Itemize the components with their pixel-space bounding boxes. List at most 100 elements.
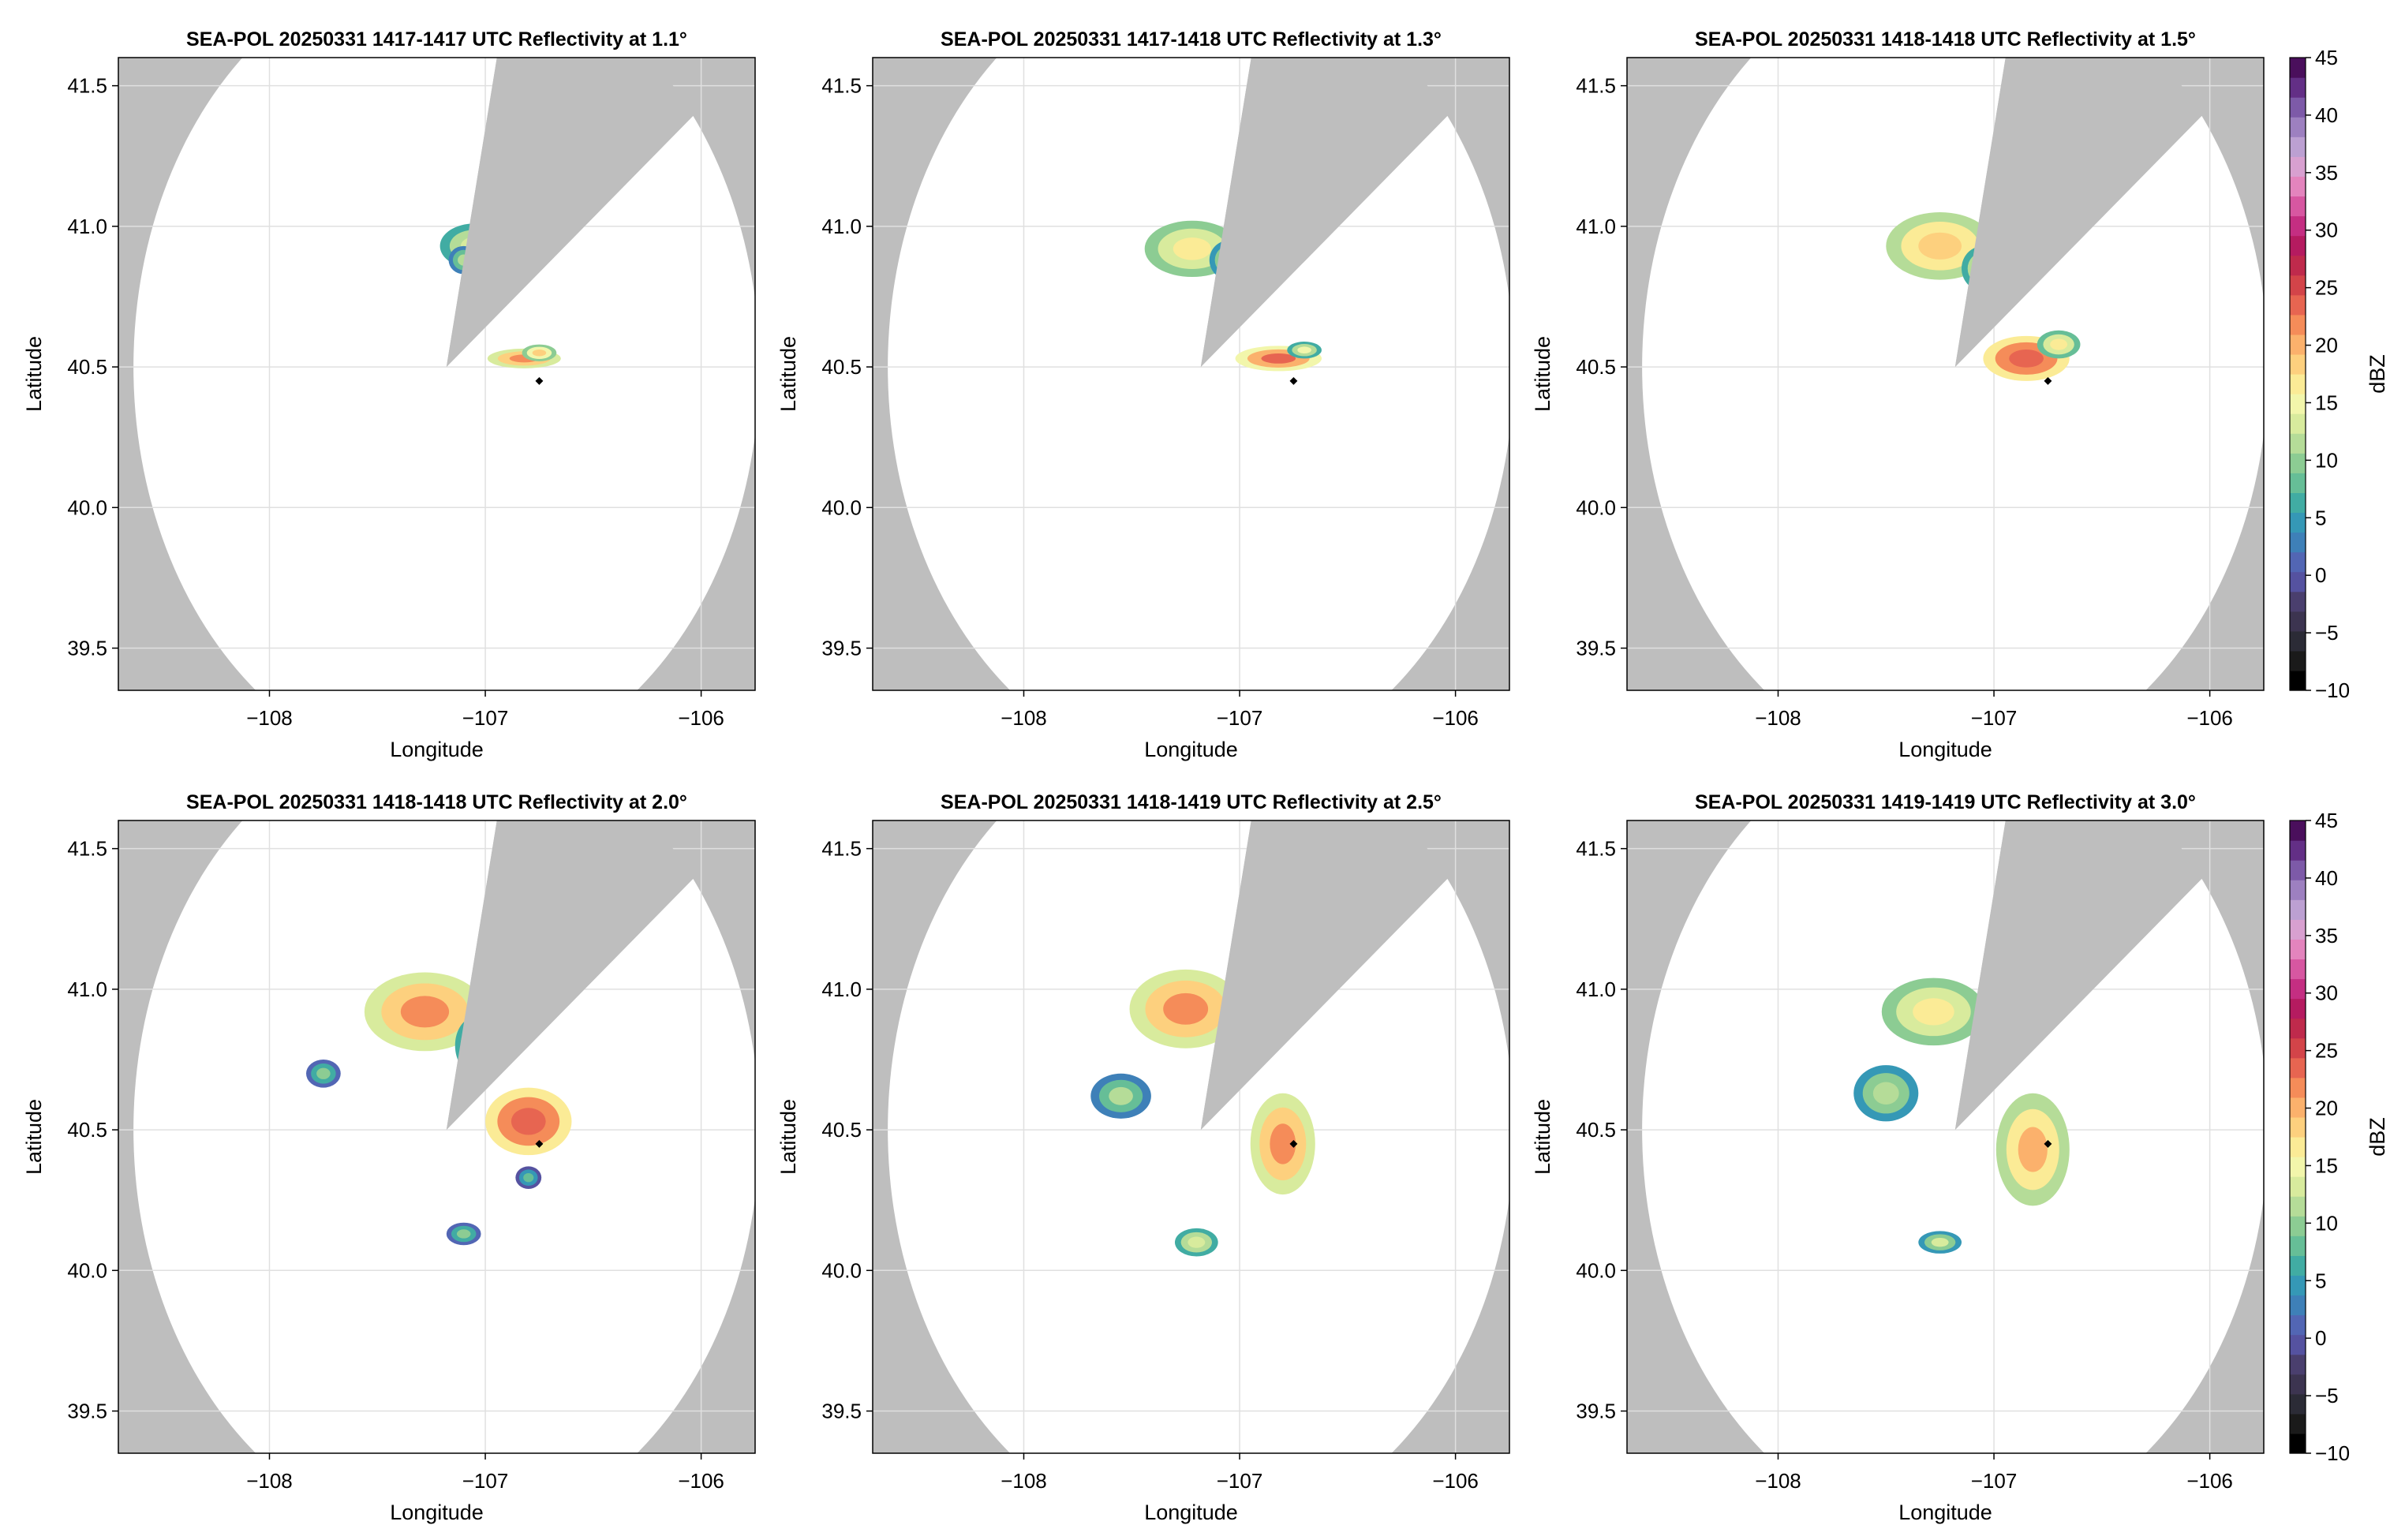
colorbar-frame xyxy=(2289,820,2306,1454)
y-tick-label: 40.0 xyxy=(821,1258,862,1282)
colorbar-segment xyxy=(2290,919,2306,940)
echo-cells xyxy=(1853,977,2070,1254)
colorbar-segment xyxy=(2290,1057,2306,1078)
echo-cell-core xyxy=(1913,998,1954,1026)
y-axis-label: Latitude xyxy=(776,1099,800,1175)
colorbar-segment xyxy=(2290,512,2306,533)
colorbar-segment xyxy=(2290,374,2306,394)
echo-cell-core xyxy=(2009,349,2044,368)
colorbar-tick-label: 5 xyxy=(2315,1269,2326,1292)
panel-5: −108 −107 −106 39.5 40.0 40.5 41.0 41.5 SEA-POL … xyxy=(776,791,1510,1524)
plot-frame xyxy=(118,57,756,691)
colorbar-1: −10 −5 0 5 10 15 20 25 30 35 40 45 dBZ xyxy=(2289,46,2389,702)
colorbar-segment xyxy=(2290,532,2306,553)
colorbar-segment xyxy=(2290,1255,2306,1276)
echo-cell-core xyxy=(532,349,547,357)
y-tick-label: 41.5 xyxy=(67,74,107,98)
x-axis-label: Longitude xyxy=(1898,1501,1992,1524)
colorbar-segment xyxy=(2290,294,2306,316)
panel-title: SEA-POL 20250331 1418-1418 UTC Reflectiv… xyxy=(186,791,687,813)
x-tick-label: −106 xyxy=(678,1469,724,1493)
echo-cell-core xyxy=(2018,1127,2048,1172)
colorbar-segment xyxy=(2290,1116,2306,1138)
radar-coverage xyxy=(133,820,755,1453)
colorbar-segment xyxy=(2290,1433,2306,1454)
echo-cell-core xyxy=(1918,232,1962,260)
y-tick-label: 40.0 xyxy=(1576,495,1616,519)
colorbar-segment xyxy=(2290,670,2306,691)
plot-frame xyxy=(1626,57,2265,691)
x-axis-label: Longitude xyxy=(390,738,484,761)
blocked-sector xyxy=(1954,820,2202,1131)
colorbar-tick-label: 0 xyxy=(2315,1326,2326,1350)
colorbar-segment xyxy=(2290,97,2306,118)
colorbar-tick-label: −10 xyxy=(2315,678,2350,702)
y-axis-label: Latitude xyxy=(22,1099,46,1175)
colorbar-frame xyxy=(2289,57,2306,691)
colorbar-segment xyxy=(2290,1413,2306,1434)
echo-cell-core xyxy=(1109,1086,1133,1105)
colorbar-segment xyxy=(2290,1037,2306,1059)
colorbar-tick-label: 40 xyxy=(2315,103,2338,127)
x-tick-label: −107 xyxy=(1217,706,1263,730)
x-tick-label: −106 xyxy=(1432,1469,1479,1493)
y-tick-label: 39.5 xyxy=(1576,637,1616,660)
colorbar-tick-label: 20 xyxy=(2315,334,2338,357)
grid xyxy=(1627,58,2264,690)
x-tick-label: −107 xyxy=(1971,1469,2018,1493)
colorbar-tick-label: 35 xyxy=(2315,924,2338,948)
x-axis-label: Longitude xyxy=(1144,1501,1238,1524)
blocked-sector xyxy=(446,58,694,368)
echo-cell-core xyxy=(511,1108,546,1135)
blocked-sector xyxy=(1200,820,1448,1131)
colorbar-segment xyxy=(2290,413,2306,434)
x-axis-label: Longitude xyxy=(1898,738,1992,761)
site-marker xyxy=(2044,376,2052,385)
colorbar-tick-label: 15 xyxy=(2315,1153,2338,1177)
y-tick-label: 40.5 xyxy=(1576,1118,1616,1142)
colorbar-segment xyxy=(2290,978,2306,1000)
panel-title: SEA-POL 20250331 1418-1418 UTC Reflectiv… xyxy=(1695,28,2196,50)
panel-title: SEA-POL 20250331 1419-1419 UTC Reflectiv… xyxy=(1695,791,2196,813)
panel-title: SEA-POL 20250331 1417-1417 UTC Reflectiv… xyxy=(186,28,687,50)
colorbar-segment xyxy=(2290,650,2306,671)
panel-4: −108 −107 −106 39.5 40.0 40.5 41.0 41.5 SEA-POL … xyxy=(22,791,756,1524)
y-tick-label: 40.0 xyxy=(1576,1258,1616,1282)
colorbar-segment xyxy=(2290,77,2306,98)
colorbar-segment xyxy=(2290,453,2306,473)
x-tick-label: −106 xyxy=(2186,706,2233,730)
y-tick-label: 39.5 xyxy=(67,637,107,660)
radar-coverage xyxy=(133,58,755,690)
x-tick-label: −106 xyxy=(1432,706,1479,730)
y-axis-label: Latitude xyxy=(1531,336,1554,412)
site-marker xyxy=(1289,1139,1298,1148)
colorbar-segment xyxy=(2290,630,2306,652)
colorbar-segment xyxy=(2290,959,2306,980)
colorbar-segment xyxy=(2290,492,2306,514)
colorbar-tick-label: 30 xyxy=(2315,981,2338,1005)
x-tick-label: −106 xyxy=(678,706,724,730)
colorbar-tick-label: 0 xyxy=(2315,563,2326,587)
colorbar-segment xyxy=(2290,117,2306,137)
colorbar-segment xyxy=(2290,1097,2306,1118)
site-marker xyxy=(1289,376,1298,385)
echo-cell-core xyxy=(1188,1236,1206,1248)
x-tick-label: −107 xyxy=(462,706,509,730)
y-tick-label: 41.0 xyxy=(67,977,107,1001)
site-marker xyxy=(2044,1139,2052,1148)
colorbar-segment xyxy=(2290,196,2306,217)
colorbar-segment xyxy=(2290,860,2306,880)
x-axis-label: Longitude xyxy=(1144,738,1238,761)
y-axis-label: Latitude xyxy=(776,336,800,412)
colorbar-tick-label: −10 xyxy=(2315,1441,2350,1465)
y-axis-label: Latitude xyxy=(1531,1099,1554,1175)
colorbar-tick-label: 5 xyxy=(2315,506,2326,529)
plot-frame xyxy=(872,57,1510,691)
panel-title: SEA-POL 20250331 1417-1418 UTC Reflectiv… xyxy=(941,28,1442,50)
colorbar-segment xyxy=(2290,998,2306,1019)
y-axis-label: Latitude xyxy=(22,336,46,412)
y-tick-label: 40.5 xyxy=(821,1118,862,1142)
colorbar-segment xyxy=(2290,1374,2306,1395)
